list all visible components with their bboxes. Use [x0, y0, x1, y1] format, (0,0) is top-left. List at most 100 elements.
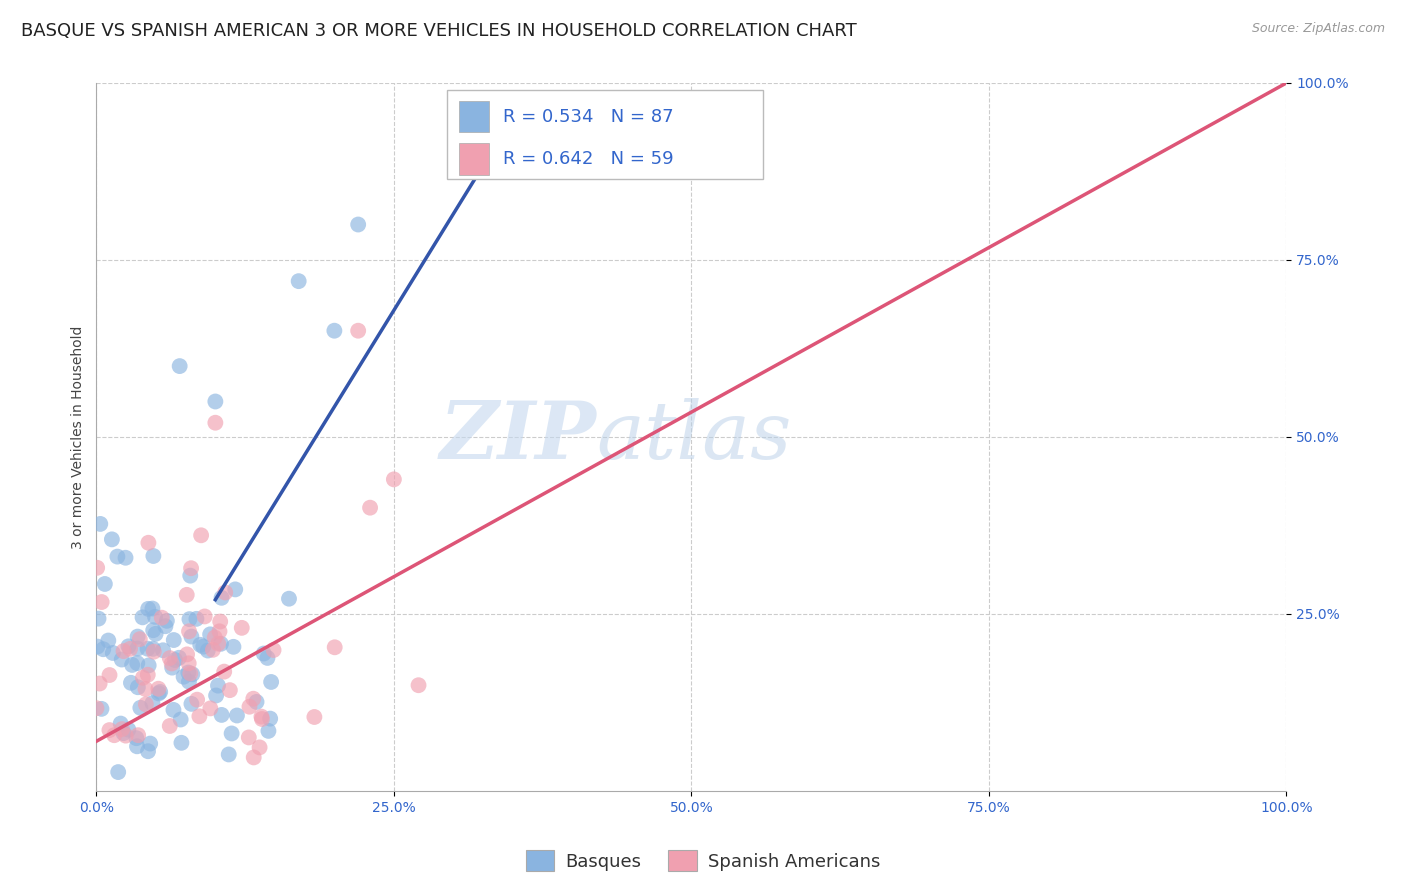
Point [218, 683, 240, 698]
Point [218, 747, 240, 762]
Point [200, 701, 222, 715]
Point [148, 686, 170, 700]
Point [177, 657, 200, 671]
Point [89, 516, 111, 531]
Point [231, 621, 253, 635]
Point [170, 736, 193, 750]
Text: R = 0.534   N = 87: R = 0.534 N = 87 [503, 108, 673, 126]
Point [179, 612, 201, 626]
Point [136, 667, 159, 681]
Point [257, 723, 280, 738]
Point [162, 703, 184, 717]
Point [169, 359, 191, 373]
Point [176, 588, 198, 602]
Point [287, 274, 309, 288]
Point [97, 633, 120, 648]
Point [127, 728, 149, 742]
Point [249, 740, 271, 755]
Point [180, 697, 202, 711]
Point [114, 550, 136, 565]
Point [177, 624, 200, 639]
Point [224, 582, 246, 597]
Point [181, 667, 204, 681]
Point [478, 97, 501, 112]
Text: BASQUE VS SPANISH AMERICAN 3 OR MORE VEHICLES IN HOUSEHOLD CORRELATION CHART: BASQUE VS SPANISH AMERICAN 3 OR MORE VEH… [21, 22, 856, 40]
Point [135, 698, 157, 712]
Point [86, 561, 108, 575]
Point [105, 549, 128, 564]
Text: Source: ZipAtlas.com: Source: ZipAtlas.com [1251, 22, 1385, 36]
Point [214, 585, 236, 599]
Point [120, 641, 142, 656]
Point [89, 676, 111, 690]
Point [245, 695, 267, 709]
Point [152, 643, 174, 657]
Point [211, 707, 233, 722]
Point [186, 692, 208, 706]
Point [125, 739, 148, 754]
Point [136, 641, 159, 656]
Point [347, 218, 370, 232]
Point [127, 641, 149, 656]
Point [132, 671, 155, 685]
Point [125, 731, 148, 746]
Point [177, 665, 200, 680]
Point [176, 648, 198, 662]
Point [304, 710, 326, 724]
Point [359, 500, 381, 515]
Point [323, 324, 346, 338]
Point [212, 665, 235, 679]
Point [90, 702, 112, 716]
Point [145, 627, 167, 641]
Y-axis label: 3 or more Vehicles in Household: 3 or more Vehicles in Household [72, 326, 86, 549]
Point [194, 609, 217, 624]
Point [139, 737, 162, 751]
Point [179, 666, 201, 681]
FancyBboxPatch shape [460, 101, 489, 133]
Point [121, 657, 143, 672]
Point [211, 591, 233, 605]
Point [111, 722, 134, 736]
Point [142, 623, 165, 637]
Point [87, 612, 110, 626]
Point [190, 528, 212, 542]
Point [193, 640, 215, 654]
Point [127, 656, 149, 670]
Point [186, 612, 208, 626]
Point [169, 713, 191, 727]
Point [110, 716, 132, 731]
Point [204, 394, 226, 409]
Point [117, 723, 139, 737]
Point [263, 643, 285, 657]
Point [242, 750, 264, 764]
Point [91, 642, 114, 657]
Point [222, 640, 245, 654]
Point [86, 640, 108, 654]
Point [197, 643, 219, 657]
Point [382, 472, 405, 486]
Point [134, 681, 156, 696]
Point [142, 645, 165, 659]
Point [167, 650, 190, 665]
Point [120, 675, 142, 690]
Point [141, 601, 163, 615]
Point [177, 674, 200, 689]
Point [163, 653, 186, 667]
Point [238, 731, 260, 745]
Text: R = 0.642   N = 59: R = 0.642 N = 59 [503, 150, 673, 168]
Point [173, 670, 195, 684]
Point [204, 631, 226, 645]
Point [141, 696, 163, 710]
Point [148, 681, 170, 696]
Point [278, 591, 301, 606]
Point [201, 643, 224, 657]
Point [160, 660, 183, 674]
Point [128, 632, 150, 647]
Point [207, 637, 229, 651]
Point [221, 726, 243, 740]
Point [112, 644, 135, 658]
Point [149, 685, 172, 699]
Point [208, 624, 231, 639]
Point [101, 646, 124, 660]
Point [159, 719, 181, 733]
